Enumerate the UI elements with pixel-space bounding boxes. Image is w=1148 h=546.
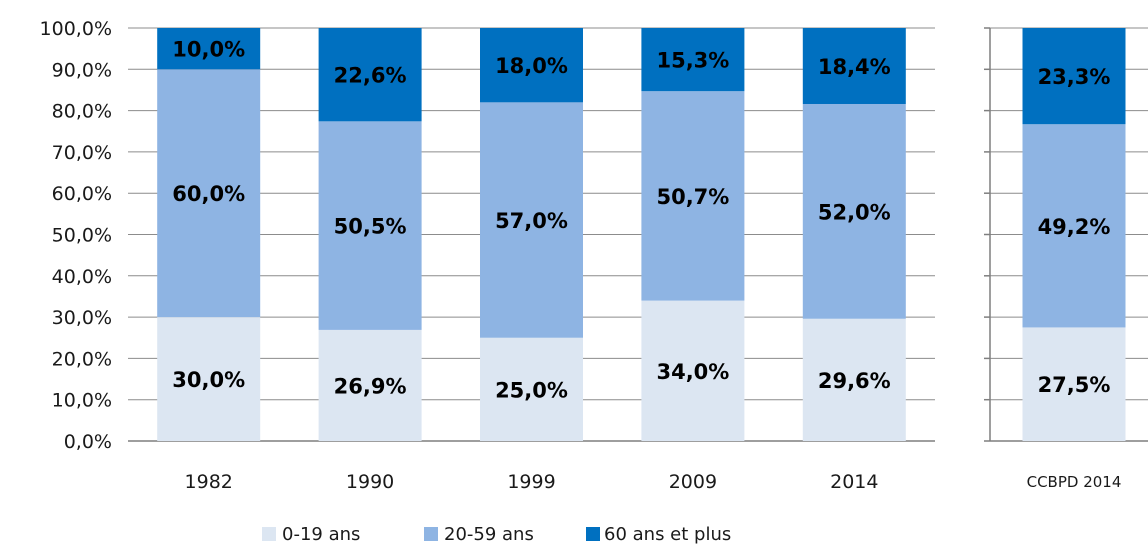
data-label: 49,2% [1038,215,1111,239]
legend: 0-19 ans 20-59 ans 60 ans et plus [262,524,731,545]
x-tick-label: 1990 [346,471,394,493]
data-label: 50,5% [334,215,407,239]
bar-segment [1022,327,1126,441]
y-tick-label: 80,0% [52,101,112,123]
y-tick-label: 50,0% [52,225,112,247]
data-label: 29,6% [818,369,891,393]
x-tick-label: 2014 [830,471,878,493]
y-tick-label: 100,0% [40,18,112,40]
data-label: 22,6% [334,64,407,88]
gridlines [128,27,1148,442]
data-label: 23,3% [1038,65,1111,89]
legend-swatch [424,527,438,541]
legend-swatch [262,527,276,541]
y-tick-label: 90,0% [52,59,112,81]
bar-segment [318,121,422,330]
y-tick-label: 0,0% [64,431,112,453]
bar-segment [157,317,261,441]
legend-swatch [586,527,600,541]
y-tick-label: 60,0% [52,183,112,205]
y-tick-label: 10,0% [52,390,112,412]
bar-segment [480,102,583,338]
bar-segment [802,28,906,104]
data-label: 25,0% [495,378,568,402]
bars [157,28,1126,441]
bar-segment [802,103,906,319]
y-tick-label: 20,0% [52,348,112,370]
bar-segment [157,69,261,318]
legend-label: 60 ans et plus [604,524,731,545]
bar-segment [641,91,745,301]
y-tick-label: 70,0% [52,142,112,164]
data-label: 10,0% [172,38,245,62]
x-tick-label: CCBPD 2014 [1027,473,1122,491]
data-label: 18,0% [495,54,568,78]
y-tick-label: 30,0% [52,307,112,329]
data-label: 34,0% [656,360,729,384]
data-label: 52,0% [818,200,891,224]
x-tick-label: 2009 [669,471,717,493]
data-label: 27,5% [1038,373,1111,397]
bar-segment [641,28,745,92]
legend-label: 20-59 ans [444,524,534,545]
bar-segment [1022,28,1126,125]
data-label: 50,7% [656,185,729,209]
data-label: 60,0% [172,182,245,206]
bar-segment [318,329,422,441]
data-label: 15,3% [656,49,729,73]
data-label: 18,4% [818,55,891,79]
data-labels: 30,0% 60,0% 10,0% 26,9% 50,5% 22,6% 25,0% 57,0%… [172,38,1110,403]
bar-segment [641,300,745,441]
x-axis: 1982 1990 1999 2009 2014 CCBPD 2014 [185,471,1122,493]
data-label: 30,0% [172,368,245,392]
data-label: 26,9% [334,374,407,398]
bar-segment [318,28,422,122]
data-label: 57,0% [495,209,568,233]
bar-segment [1022,124,1126,328]
bar-segment [480,28,583,103]
bar-segment [802,318,906,441]
x-tick-label: 1999 [507,471,555,493]
x-tick-label: 1982 [185,471,233,493]
bar-segment [480,337,583,441]
bar-segment [157,28,261,70]
legend-label: 0-19 ans [282,524,360,545]
y-tick-label: 40,0% [52,266,112,288]
